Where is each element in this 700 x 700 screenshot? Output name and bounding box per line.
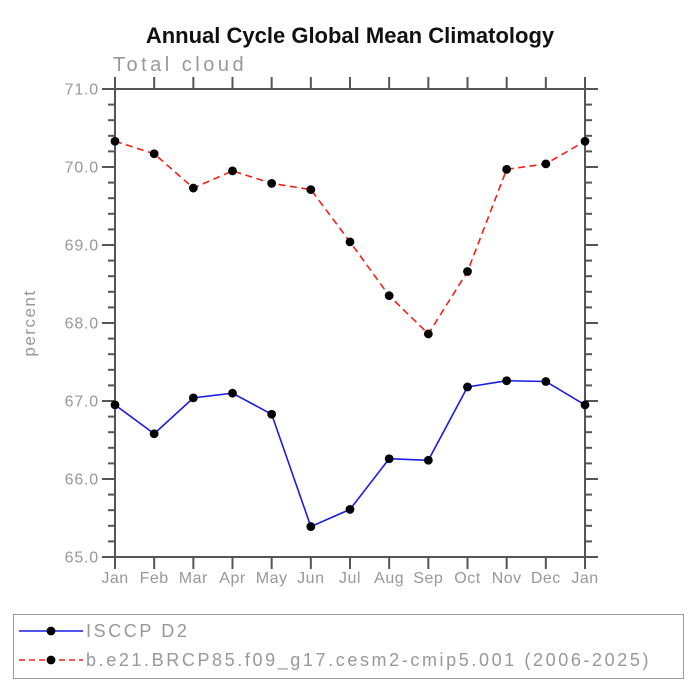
data-point-marker (188, 183, 198, 193)
legend-label-model: b.e21.BRCP85.f09_g17.cesm2-cmip5.001 (20… (86, 649, 652, 670)
plot-box (114, 88, 586, 558)
y-tick-label: 70.0 (65, 160, 99, 177)
data-point-marker (345, 505, 355, 514)
y-tick-label: 66.0 (65, 472, 99, 489)
data-point-marker (541, 159, 551, 169)
x-tick-label: Jun (297, 570, 324, 587)
x-tick-label: Jan (571, 570, 598, 587)
x-tick-label: Apr (219, 570, 246, 587)
data-point-marker (267, 178, 277, 188)
data-point-marker (384, 291, 394, 301)
legend-item-model: b.e21.BRCP85.f09_g17.cesm2-cmip5.001 (20… (18, 649, 652, 670)
data-point-markers (110, 136, 590, 531)
legend-box: ISCCP D2 b.e21.BRCP85.f09_g17.cesm2-cmip… (13, 614, 684, 679)
data-point-marker (423, 455, 433, 465)
x-tick-label: Feb (140, 570, 169, 587)
x-tick-label: Oct (454, 570, 480, 587)
y-tick-label: 71.0 (65, 82, 99, 99)
data-point-marker (502, 164, 512, 174)
data-point-marker (423, 329, 433, 339)
chart-subtitle: Total cloud (113, 54, 248, 76)
data-point-marker (188, 393, 198, 403)
legend-label-isccp: ISCCP D2 (86, 620, 190, 641)
data-point-marker (228, 388, 237, 398)
legend-swatch-blue-line-dot-icon (19, 626, 83, 636)
y-tick-label: 67.0 (65, 394, 99, 411)
x-tick-label: May (256, 570, 288, 587)
data-point-marker (384, 454, 394, 464)
data-point-marker (541, 377, 551, 386)
x-tick-label: Nov (492, 570, 522, 587)
data-point-marker (463, 382, 472, 392)
data-point-marker (580, 400, 590, 410)
data-point-marker (502, 376, 512, 386)
plot-area: 65.0 66.0 67.0 68.0 69.0 70.0 71.0 Jan Feb Mar Apr… (65, 77, 598, 587)
data-point-marker (463, 267, 472, 276)
y-tick-label: 65.0 (65, 550, 99, 567)
data-point-marker (306, 522, 316, 531)
x-tick-label: Jan (101, 570, 128, 587)
series-line-0 (114, 379, 586, 528)
y-axis-labels: 65.0 66.0 67.0 68.0 69.0 70.0 71.0 (65, 82, 99, 567)
data-point-marker (149, 429, 159, 439)
data-point-marker (580, 136, 590, 146)
data-point-marker (267, 409, 277, 419)
y-tick-label: 69.0 (65, 238, 99, 255)
data-point-marker (110, 136, 120, 146)
x-tick-label: Jul (339, 570, 361, 587)
chart-title: Annual Cycle Global Mean Climatology (145, 23, 555, 48)
x-tick-label: Dec (531, 570, 561, 587)
x-axis-labels: Jan Feb Mar Apr May Jun Jul Aug Sep Oct Nov Dec Jan (101, 570, 598, 587)
x-tick-label: Sep (413, 570, 443, 587)
legend-swatch-red-dashed-line-dot-icon (19, 655, 83, 665)
x-tick-label: Aug (374, 570, 404, 587)
y-tick-label: 68.0 (65, 316, 99, 333)
data-point-marker (228, 166, 237, 176)
legend-item-isccp: ISCCP D2 (18, 620, 190, 641)
data-point-marker (110, 400, 120, 410)
y-axis-ticks (102, 88, 598, 558)
data-point-marker (149, 149, 159, 159)
x-axis-ticks (114, 77, 586, 569)
data-point-marker (345, 237, 355, 247)
data-point-marker (306, 185, 316, 195)
x-tick-label: Mar (179, 570, 208, 587)
